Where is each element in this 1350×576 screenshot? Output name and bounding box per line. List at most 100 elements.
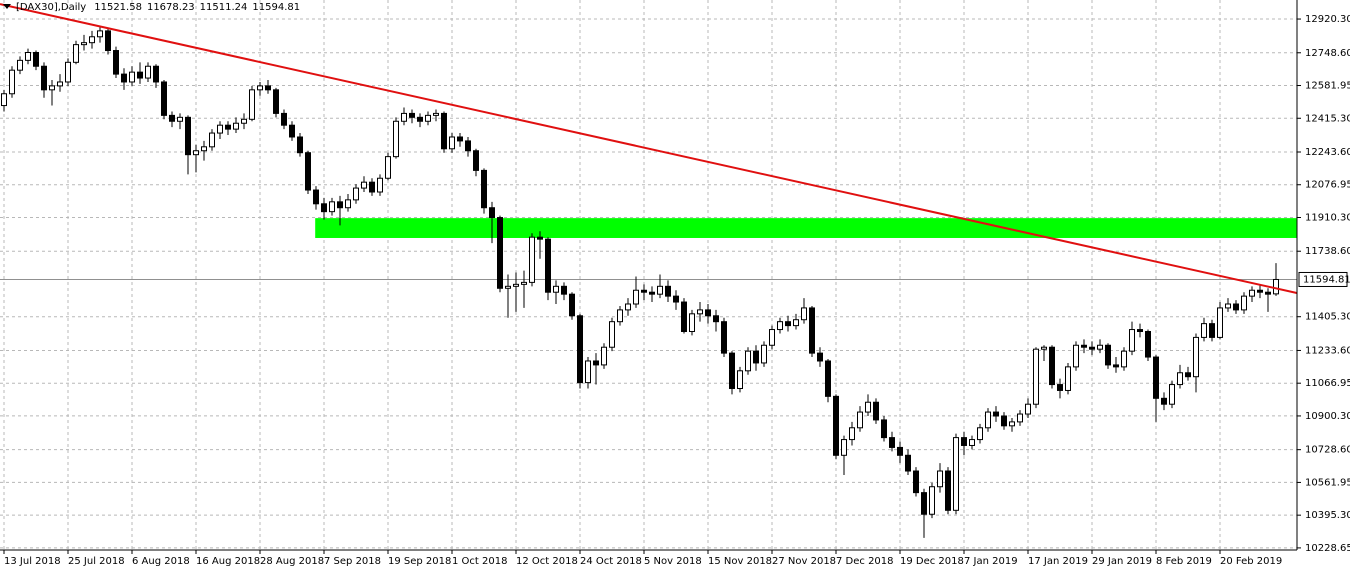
candle-body: [265, 85, 271, 91]
candle-body: [761, 344, 767, 364]
candle-body: [601, 346, 607, 366]
candle-body: [153, 65, 159, 83]
candle-body: [449, 136, 455, 150]
candle-body: [1217, 307, 1223, 338]
x-tick-label: 7 Jan 2019: [964, 556, 1018, 567]
candle-body: [201, 146, 207, 152]
candle-body: [489, 207, 495, 219]
chart-title: [DAX30],Daily: [16, 2, 86, 13]
price-label-box: [1298, 271, 1348, 287]
chart-header: [DAX30],Daily 11521.58 11678.23 11511.24 115…: [16, 2, 300, 13]
candle-body: [257, 85, 263, 91]
candle-body: [977, 427, 983, 441]
x-tick-label: 7 Sep 2018: [324, 556, 381, 567]
candle-body: [577, 315, 583, 384]
candle-body: [1049, 346, 1055, 386]
x-tick-label: 16 Aug 2018: [196, 556, 260, 567]
candle-body: [841, 439, 847, 456]
candle-body: [1025, 403, 1031, 415]
candle-body: [681, 301, 687, 333]
open-value: 11521.58: [94, 2, 142, 13]
candle-body: [137, 71, 143, 79]
candle-body: [849, 427, 855, 441]
candle-body: [369, 181, 375, 193]
x-tick-label: 19 Dec 2018: [900, 556, 964, 567]
x-tick-label: 20 Feb 2019: [1220, 556, 1282, 567]
candle-body: [417, 116, 423, 122]
candle-body: [1273, 278, 1279, 295]
candle-body: [737, 370, 743, 389]
candle-body: [833, 395, 839, 456]
candle-body: [281, 112, 287, 126]
candle-body: [609, 321, 615, 348]
close-value: 11594.81: [252, 2, 300, 13]
candle-body: [33, 51, 39, 67]
y-tick-label: 12243.60: [1305, 147, 1350, 158]
candle-body: [881, 419, 887, 439]
candle-body: [1161, 397, 1167, 405]
menu-arrow[interactable]: [3, 4, 11, 9]
candle-body: [233, 122, 239, 130]
candle-body: [105, 30, 111, 52]
candle-body: [1105, 344, 1111, 366]
candle-body: [73, 44, 79, 63]
candle-body: [697, 309, 703, 315]
y-tick-label: 10900.30: [1305, 411, 1350, 422]
candle-body: [97, 30, 103, 38]
candle-body: [121, 73, 127, 83]
y-tick-label: 12920.30: [1305, 14, 1350, 25]
candle-body: [865, 401, 871, 413]
y-tick-label: 12415.30: [1305, 113, 1350, 124]
candle-body: [1201, 323, 1207, 338]
candle-body: [561, 285, 567, 295]
candle-body: [329, 201, 335, 213]
candle-body: [625, 303, 631, 311]
candle-body: [217, 124, 223, 134]
candle-body: [425, 114, 431, 122]
candle-body: [1249, 289, 1255, 297]
y-tick-label: 10228.65: [1305, 543, 1350, 554]
candle-body: [1265, 291, 1271, 295]
x-tick-label: 1 Oct 2018: [452, 556, 507, 567]
candle-body: [1, 93, 7, 107]
candle-body: [465, 140, 471, 152]
candle-body: [689, 313, 695, 333]
x-tick-label: 19 Sep 2018: [388, 556, 451, 567]
candle-body: [337, 201, 343, 209]
candle-body: [793, 319, 799, 327]
candle-body: [1129, 329, 1135, 352]
candle-body: [1145, 331, 1151, 358]
candle-body: [1081, 344, 1087, 348]
candle-body: [1041, 346, 1047, 350]
candle-body: [401, 112, 407, 122]
y-tick-label: 12748.60: [1305, 48, 1350, 59]
candle-body: [1065, 366, 1071, 391]
candle-body: [641, 289, 647, 293]
candle-body: [1169, 384, 1175, 405]
candle-body: [1033, 348, 1039, 405]
candle-body: [817, 352, 823, 362]
candle-body: [537, 236, 543, 240]
candle-body: [937, 470, 943, 488]
candle-body: [313, 189, 319, 205]
candle-body: [505, 285, 511, 289]
candle-body: [649, 291, 655, 295]
candle-body: [1017, 413, 1023, 423]
candle-body: [481, 169, 487, 209]
candle-body: [161, 81, 167, 116]
candle-body: [1153, 356, 1159, 399]
candle-body: [969, 439, 975, 446]
candle-body: [1225, 303, 1231, 309]
candle-body: [1257, 289, 1263, 293]
candle-body: [441, 112, 447, 150]
candle-body: [1209, 323, 1215, 338]
candle-body: [1113, 364, 1119, 368]
candle-body: [473, 150, 479, 171]
candle-body: [729, 352, 735, 389]
x-tick-label: 13 Jul 2018: [4, 556, 61, 567]
y-tick-label: 11066.95: [1305, 378, 1350, 389]
y-tick-label: 10395.30: [1305, 510, 1350, 521]
trendline: [0, 3, 1298, 294]
